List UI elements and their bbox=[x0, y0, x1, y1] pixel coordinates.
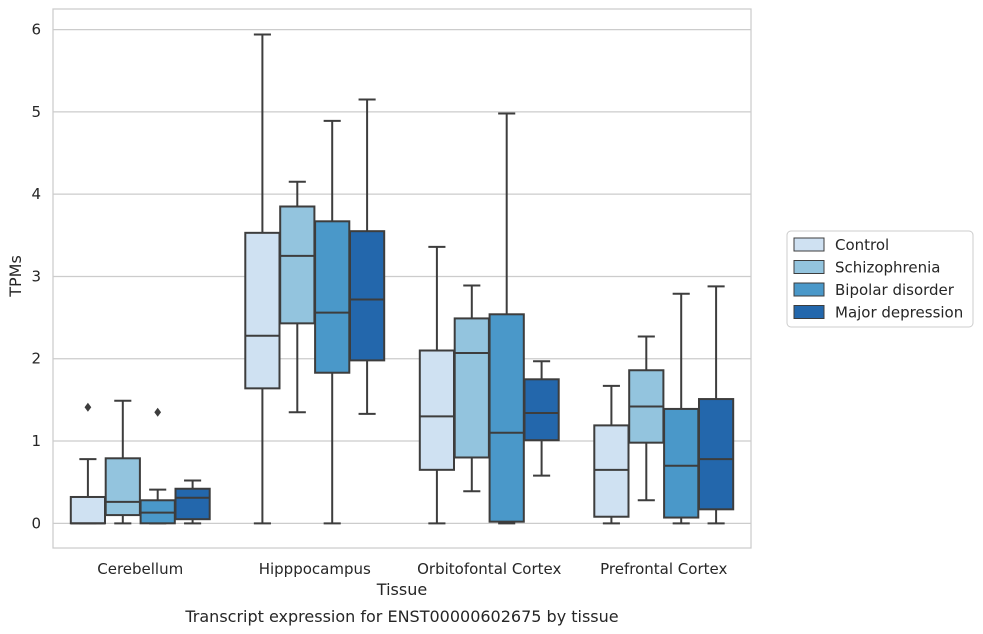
box bbox=[139, 407, 176, 525]
box-body bbox=[244, 231, 281, 390]
box bbox=[348, 98, 386, 415]
box bbox=[628, 335, 665, 502]
box-body bbox=[663, 407, 700, 519]
y-tick-label: 3 bbox=[31, 267, 41, 285]
box bbox=[418, 245, 456, 525]
box bbox=[244, 33, 281, 525]
box-body bbox=[488, 313, 525, 523]
x-tick-label: Hipppocampus bbox=[259, 560, 371, 578]
box-body bbox=[69, 495, 107, 525]
box-body bbox=[104, 457, 141, 517]
box bbox=[488, 112, 525, 525]
box-body bbox=[279, 205, 316, 325]
box-body bbox=[418, 349, 456, 471]
box-body bbox=[593, 424, 630, 518]
y-axis-label: TPMs bbox=[6, 255, 25, 298]
y-tick-label: 4 bbox=[31, 185, 41, 203]
y-tick-label: 0 bbox=[31, 514, 41, 532]
box bbox=[314, 119, 351, 525]
outlier-point bbox=[84, 402, 92, 412]
legend-swatch bbox=[793, 282, 825, 297]
legend-swatch bbox=[793, 305, 825, 319]
y-tick-label: 6 bbox=[31, 21, 41, 39]
box bbox=[69, 458, 107, 525]
x-tick-label: Cerebellum bbox=[97, 560, 183, 578]
box bbox=[663, 292, 700, 525]
box-body bbox=[314, 220, 351, 374]
box bbox=[174, 479, 211, 525]
grid-lines bbox=[53, 28, 751, 524]
x-tick-label: Prefrontal Cortex bbox=[600, 560, 727, 578]
outlier-point bbox=[154, 407, 162, 417]
x-axis-ticks: Cerebellum Hipppocampus Orbitofontal Corte… bbox=[97, 560, 727, 578]
legend-label: Control bbox=[835, 236, 889, 254]
box-body bbox=[523, 378, 560, 442]
y-axis-ticks: 0 1 2 3 4 5 6 bbox=[31, 21, 41, 533]
legend-label: Schizophrenia bbox=[835, 259, 940, 277]
plot-area-frame bbox=[52, 8, 752, 549]
x-tick-label: Orbitofontal Cortex bbox=[417, 560, 561, 578]
box bbox=[523, 360, 560, 477]
box bbox=[453, 284, 490, 493]
box-body bbox=[697, 398, 735, 511]
legend-swatch bbox=[793, 237, 825, 252]
legend: Control Schizophrenia Bipolar disorder Majo… bbox=[786, 230, 974, 328]
box bbox=[697, 285, 735, 525]
box bbox=[104, 399, 141, 525]
box-body bbox=[348, 230, 386, 362]
box bbox=[593, 384, 630, 525]
box-body bbox=[453, 317, 490, 459]
legend-label: Bipolar disorder bbox=[835, 281, 955, 299]
box bbox=[279, 180, 316, 414]
chart-caption: Transcript expression for ENST0000060267… bbox=[184, 607, 618, 626]
legend-frame bbox=[786, 230, 974, 328]
y-tick-label: 1 bbox=[31, 432, 41, 450]
box-body bbox=[174, 487, 211, 521]
y-tick-label: 5 bbox=[31, 103, 41, 121]
x-axis-label: Tissue bbox=[376, 580, 427, 599]
legend-label: Major depression bbox=[835, 304, 963, 322]
legend-swatch bbox=[793, 260, 825, 274]
y-tick-label: 2 bbox=[31, 350, 41, 368]
box-series bbox=[69, 33, 735, 525]
